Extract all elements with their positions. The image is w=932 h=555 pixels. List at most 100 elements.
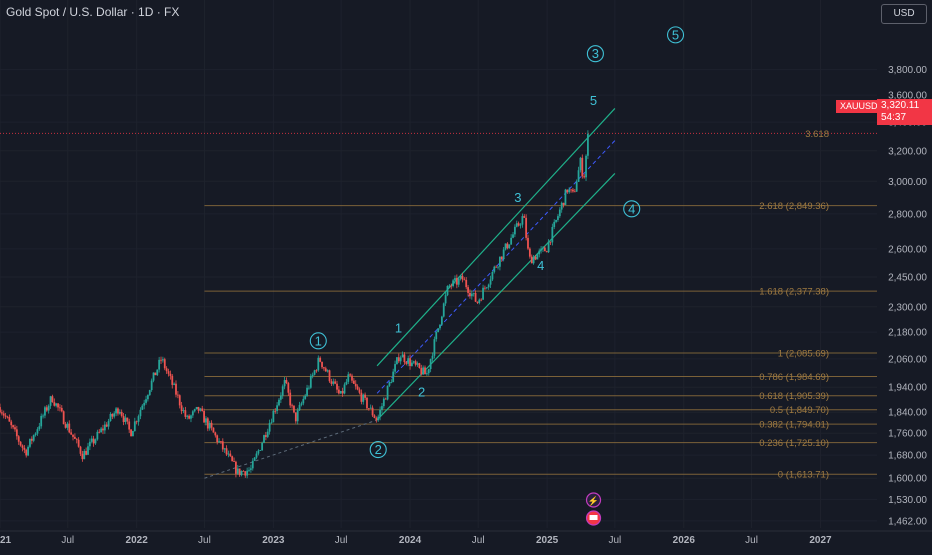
candle-body <box>506 243 509 249</box>
candle-body <box>83 450 86 460</box>
candle-body <box>429 359 432 370</box>
candle-body <box>367 408 370 410</box>
candle-body <box>564 189 567 205</box>
candle-body <box>542 247 544 249</box>
candle-body <box>120 411 123 416</box>
fib-level-label: 2.618 (2,849.36) <box>759 201 829 212</box>
candle-body <box>345 381 348 385</box>
wave-labels: 1 2 3 4 5 1 2 3 4 5 <box>309 26 685 459</box>
x-tick-label: 2023 <box>262 535 285 546</box>
candle-body <box>132 431 134 437</box>
wave-label: 2 <box>418 385 425 400</box>
candle-body <box>382 398 385 407</box>
candle-body <box>55 403 58 406</box>
candle-body <box>381 406 383 410</box>
candle-body <box>500 256 503 260</box>
candle-body <box>354 383 357 387</box>
candle-body <box>487 284 490 288</box>
candle-body <box>388 382 391 386</box>
candle-body <box>343 384 346 394</box>
candle-body <box>527 237 529 249</box>
events: ⚡ <box>585 492 602 526</box>
candle-body <box>371 407 374 416</box>
candle-body <box>193 409 196 412</box>
y-tick-label: 2,180.00 <box>888 328 927 339</box>
candle-body <box>17 436 20 442</box>
candle-body <box>448 285 451 287</box>
candle-body <box>274 410 277 412</box>
candle-body <box>152 372 155 381</box>
candle-body <box>326 370 329 372</box>
candle-body <box>248 469 250 471</box>
candle-body <box>270 422 273 424</box>
candle-body <box>266 431 269 437</box>
candle-body <box>188 415 191 419</box>
currency-button[interactable]: USD <box>881 4 927 24</box>
candle-body <box>311 374 314 376</box>
candle-body <box>562 202 565 205</box>
trend-baseline <box>204 419 378 479</box>
candle-body <box>519 224 522 226</box>
candle-body <box>42 415 44 417</box>
candle-body <box>70 432 73 435</box>
candle-body <box>476 301 479 303</box>
candle-body <box>457 278 460 285</box>
y-tick-label: 3,000.00 <box>888 177 927 188</box>
candle-body <box>450 285 453 287</box>
candle-body <box>508 244 511 249</box>
chart-title: Gold Spot / U.S. Dollar · 1D · FX <box>6 5 180 19</box>
candle-body <box>484 287 486 289</box>
candle-body <box>337 389 340 394</box>
x-tick-label: 2025 <box>536 535 559 546</box>
candle-body <box>148 390 151 396</box>
candle-body <box>510 237 513 245</box>
candle-body <box>491 271 494 280</box>
y-tick-label: 2,800.00 <box>888 209 927 220</box>
candle-body <box>233 461 235 462</box>
candle-body <box>0 407 1 413</box>
candle-body <box>259 450 262 451</box>
lightning-glyph: ⚡ <box>588 495 599 507</box>
candle-body <box>573 191 576 193</box>
candle-body <box>377 416 380 421</box>
last-price: 3,320.11 <box>881 100 920 111</box>
y-tick-label: 1,680.00 <box>888 451 927 462</box>
candle-body <box>180 405 183 412</box>
y-tick-label: 3,800.00 <box>888 65 927 76</box>
candle-body <box>231 456 234 462</box>
candle-body <box>44 407 46 416</box>
candle-body <box>72 434 74 437</box>
candle-body <box>478 299 481 303</box>
candle-body <box>85 450 88 455</box>
candle-body <box>465 279 468 288</box>
y-tick-label: 1,940.00 <box>888 383 927 394</box>
candle-body <box>461 275 464 280</box>
candle-body <box>236 468 239 474</box>
candle-body <box>281 386 284 396</box>
wave-label-circle <box>623 200 641 218</box>
candle-body <box>186 415 189 417</box>
candle-body <box>349 374 352 376</box>
candle-body <box>225 448 228 455</box>
candle-body <box>446 285 449 296</box>
candle-body <box>403 354 406 363</box>
candle-body <box>411 362 413 366</box>
candle-body <box>240 470 243 476</box>
candle-body <box>420 368 423 375</box>
candle-body <box>2 413 5 416</box>
candle-body <box>409 358 411 366</box>
candle-body <box>291 405 293 407</box>
candle-body <box>156 369 159 376</box>
candle-body <box>384 398 387 400</box>
candle-body <box>98 431 101 433</box>
x-tick-label: 2022 <box>126 535 149 546</box>
candle-body <box>60 407 63 412</box>
candle-body <box>235 461 237 474</box>
fib-level-label: 0 (1,613.71) <box>778 470 829 481</box>
candle-body <box>528 248 531 257</box>
candle-body <box>444 295 447 304</box>
x-tick-label: Jul <box>472 535 485 546</box>
